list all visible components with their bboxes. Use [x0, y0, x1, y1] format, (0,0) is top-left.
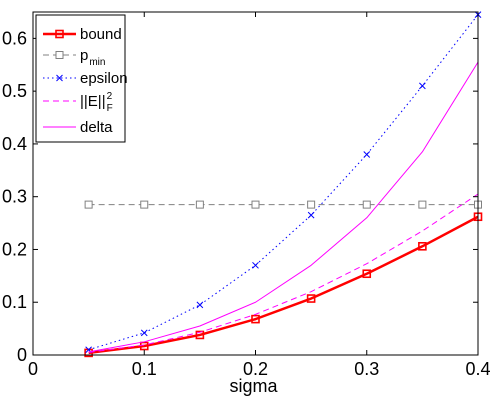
data-point: [195, 330, 205, 340]
series-layer: [84, 11, 483, 358]
series-0: [84, 212, 483, 358]
legend-label: ||E||: [80, 93, 106, 110]
x-tick-label: 0: [28, 359, 38, 379]
legend-label: epsilon: [80, 70, 128, 87]
marker-stroke: [419, 82, 426, 90]
data-point: [362, 269, 372, 279]
legend-label: delta: [80, 119, 113, 136]
legend-entry-1: p min: [43, 47, 105, 68]
data-point: [252, 261, 259, 269]
y-tick-label: 0: [17, 345, 27, 365]
y-tick-label: 0.4: [2, 134, 27, 154]
data-point: [418, 241, 427, 251]
legend-entry-2: epsilon: [43, 70, 128, 87]
y-tick-label: 0.5: [2, 81, 27, 101]
legend-box: [35, 14, 126, 143]
legend-marker: [55, 29, 64, 39]
data-point: [418, 200, 427, 209]
legend-entry-0: bound: [43, 26, 122, 43]
data-point: [307, 200, 316, 209]
data-point: [140, 329, 148, 337]
data-point: [195, 200, 204, 209]
data-point: [84, 200, 93, 209]
y-tick-label: 0.1: [2, 292, 27, 312]
legend-entry-3: ||E|| 2F: [43, 91, 113, 114]
data-point: [251, 200, 260, 209]
legend-label-sub: F: [107, 103, 113, 114]
data-point: [363, 151, 371, 158]
y-tick-label: 0.6: [2, 28, 27, 48]
x-tick-label: 0.3: [354, 359, 379, 379]
x-tick-label: 0.1: [132, 359, 157, 379]
x-tick-label: 0.2: [243, 359, 268, 379]
y-tick-label: 0.2: [2, 239, 27, 259]
x-tick-label: 0.4: [465, 359, 490, 379]
data-point: [306, 294, 316, 303]
y-tick-label: 0.3: [2, 187, 27, 207]
legend-label-sub: min: [89, 57, 105, 68]
series-line: [88, 215, 479, 355]
axes: 0 0.1 0.2 0.3 0.4 0 0.1 0.2 0.3 0.4 0.5 0.6 sigma: [2, 11, 491, 396]
series-3: [88, 193, 479, 353]
data-point: [362, 200, 371, 209]
marker-stroke: [307, 211, 315, 219]
legend-marker: [56, 74, 63, 82]
marker-stroke: [252, 261, 259, 269]
data-point: [307, 211, 315, 219]
series-line: [88, 61, 479, 353]
marker-stroke: [196, 301, 204, 309]
marker-stroke: [363, 151, 371, 158]
series-2: [85, 11, 482, 354]
legend-marker: [55, 51, 64, 59]
legend-label: bound: [80, 26, 122, 43]
legend-entry-4: delta: [43, 119, 113, 136]
data-point: [419, 82, 426, 90]
marker-stroke: [140, 329, 148, 337]
marker-stroke: [85, 346, 92, 354]
legend-label: p: [80, 47, 88, 64]
data-point: [140, 200, 149, 209]
series-line: [88, 193, 479, 353]
x-axis-title: sigma: [229, 376, 278, 396]
data-point: [251, 314, 260, 324]
series-4: [88, 61, 479, 353]
marker-stroke: [56, 74, 63, 82]
data-point: [139, 341, 149, 351]
data-point: [196, 301, 204, 309]
legend-label-sup: 2: [107, 91, 113, 102]
series-line: [88, 14, 479, 351]
